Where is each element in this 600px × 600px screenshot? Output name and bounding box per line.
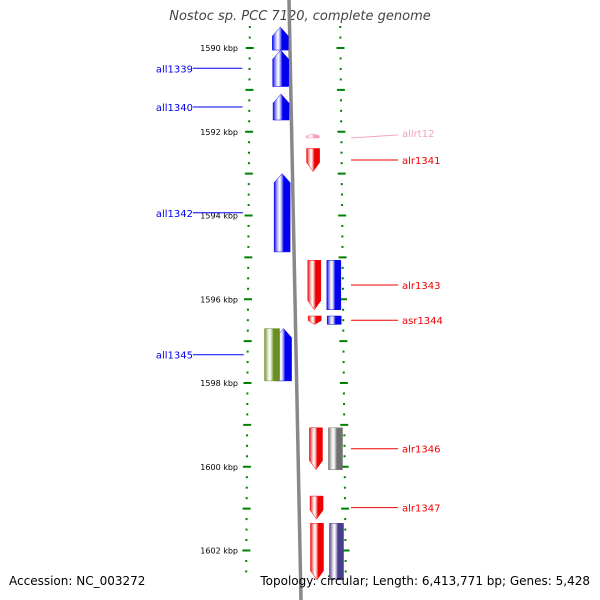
ruler-label: 1602 kbp — [200, 547, 238, 556]
feature-alr1343 — [307, 260, 322, 311]
map-title: Nostoc sp. PCC 7120, complete genome — [169, 9, 431, 24]
ruler-label: 1596 kbp — [200, 295, 238, 304]
feature-block-0 — [272, 26, 289, 51]
feature-block-16 — [329, 523, 344, 581]
label-allrt12: allrt12 — [402, 129, 434, 140]
label-alr1341: alr1341 — [402, 156, 440, 167]
feature-all1340 — [272, 93, 290, 121]
feature-block-9 — [326, 315, 342, 325]
feature-alr1346 — [309, 427, 323, 471]
ruler-label: 1600 kbp — [200, 463, 238, 472]
label-all1339: all1339 — [156, 64, 193, 75]
label-all1345: all1345 — [156, 351, 193, 362]
accession-label: Accession: NC_003272 — [9, 574, 146, 588]
feature-block-13 — [328, 427, 343, 470]
label-alr1347: alr1347 — [402, 504, 440, 515]
label-all1340: all1340 — [156, 103, 193, 114]
ruler-label: 1594 kbp — [200, 212, 238, 221]
feature-asr1344 — [307, 315, 322, 325]
feature-block-7 — [326, 260, 342, 310]
feature-block-15 — [310, 523, 324, 581]
ruler-label: 1592 kbp — [200, 128, 238, 137]
genome-backbone — [287, 0, 303, 600]
ruler-label: 1590 kbp — [200, 44, 238, 53]
label-alr1346: alr1346 — [402, 445, 440, 456]
label-all1342: all1342 — [156, 209, 193, 220]
feature-all1339 — [272, 49, 289, 87]
feature-allrt12 — [306, 133, 320, 139]
ruler-label: 1598 kbp — [200, 379, 238, 388]
label-alr1343: alr1343 — [402, 281, 440, 292]
label-asr1344: asr1344 — [402, 316, 443, 327]
genome-summary: Topology: circular; Length: 6,413,771 bp… — [260, 574, 590, 588]
feature-alr1347 — [309, 495, 324, 520]
leader-allrt12 — [350, 134, 399, 139]
feature-alr1341 — [306, 148, 320, 172]
feature-all1342 — [273, 173, 291, 253]
feature-block-11 — [264, 328, 280, 382]
